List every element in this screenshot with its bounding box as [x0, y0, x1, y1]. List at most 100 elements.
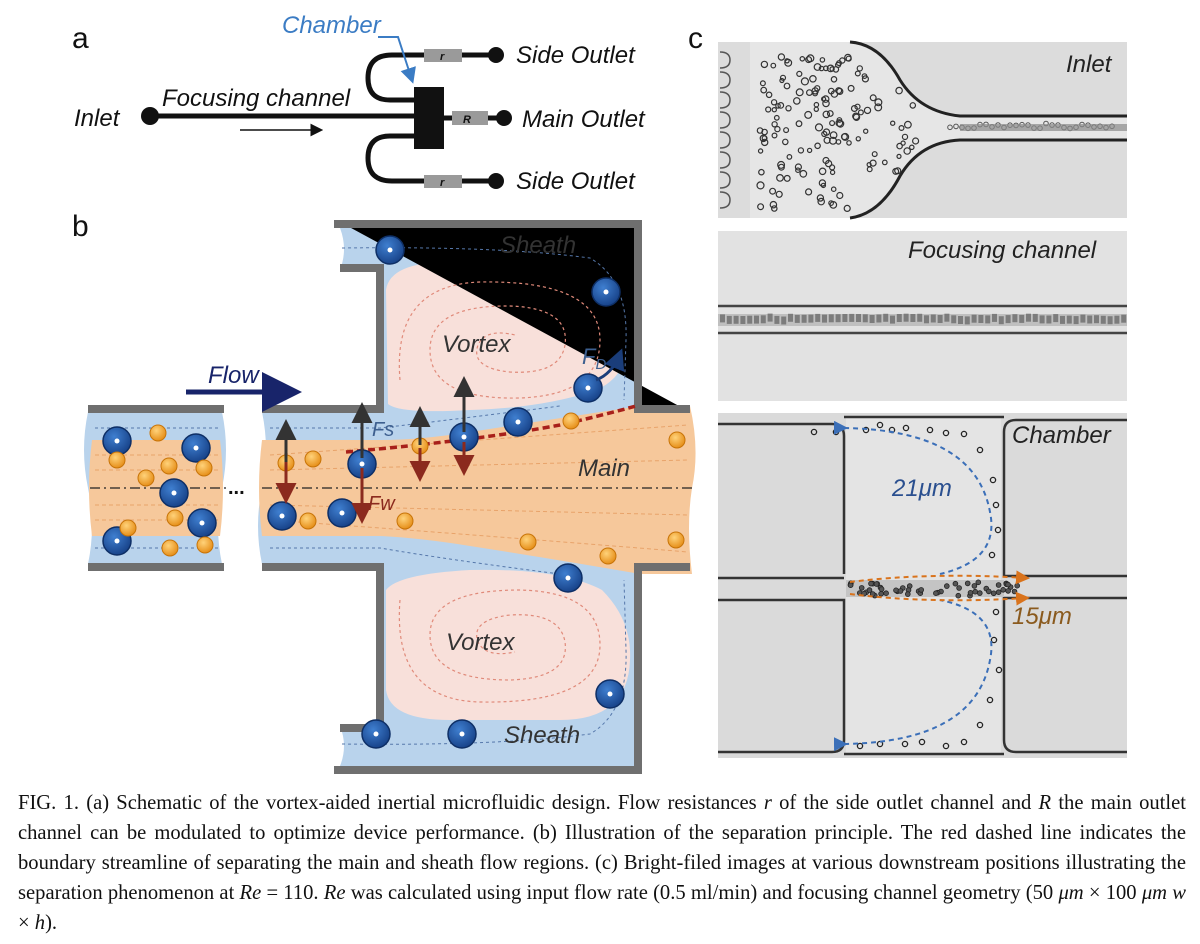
panel-label-b: b	[72, 210, 89, 243]
cell	[926, 426, 934, 434]
cell	[765, 106, 772, 113]
cell	[836, 191, 844, 200]
small-particle	[195, 459, 213, 477]
flow-label: Flow	[208, 362, 260, 389]
cell	[917, 313, 923, 322]
caption-unit-um-2: μm	[1141, 882, 1168, 904]
cell	[794, 314, 800, 323]
large-particle-core	[461, 434, 467, 440]
cell	[804, 110, 813, 119]
cell	[995, 589, 1002, 595]
small-particle	[299, 512, 317, 530]
cell	[828, 314, 834, 323]
vortex-label-bottom: Vortex	[446, 629, 515, 656]
cell	[1121, 314, 1127, 323]
panel-b: b ...	[72, 210, 696, 774]
figure-caption: FIG. 1. (a) Schematic of the vortex-aide…	[18, 788, 1186, 938]
cell	[890, 315, 895, 324]
cell	[841, 132, 850, 141]
fd-label: FD	[582, 344, 606, 373]
cell	[770, 62, 777, 69]
cell	[832, 66, 840, 73]
cell	[1087, 315, 1093, 324]
cell	[818, 65, 825, 72]
cell	[855, 136, 862, 142]
cell	[909, 102, 917, 109]
cell	[814, 123, 824, 132]
micrograph-inlet: Inlet	[718, 40, 1127, 220]
caption-text-2: of the side outlet channel and	[771, 792, 1039, 814]
cell	[788, 313, 793, 322]
cell	[824, 159, 833, 168]
caption-symbol-r: r	[763, 792, 772, 814]
focusing-image-label: Focusing channel	[908, 237, 1097, 264]
inlet-cells	[756, 53, 1115, 212]
cell	[862, 314, 868, 323]
ellipsis-gap: ...	[228, 477, 245, 499]
small-particle	[668, 431, 686, 449]
large-particle-core	[603, 289, 609, 295]
chamber-pointer-arrow	[378, 36, 416, 84]
large-particle-core	[387, 247, 393, 253]
cell	[800, 77, 810, 86]
side-channel-bottom	[365, 133, 430, 184]
caption-symbol-h: h	[34, 912, 46, 934]
panel-c: c Inlet Focusing channel	[688, 22, 1127, 758]
cell	[779, 74, 787, 81]
cell	[822, 99, 830, 108]
side-outlet-top-label: Side Outlet	[516, 42, 636, 69]
caption-text-3: the main outlet channel can be modulated…	[18, 792, 1186, 904]
cell	[933, 590, 939, 596]
chamber-image-label: Chamber	[1012, 422, 1112, 449]
cell	[1114, 315, 1120, 324]
caption-symbol-re-2: Re	[323, 882, 346, 904]
small-particle	[137, 469, 155, 487]
main-label: Main	[578, 455, 630, 482]
cell	[820, 96, 827, 102]
cell	[795, 167, 801, 174]
cell	[863, 106, 872, 115]
cell	[829, 120, 836, 127]
small-particle	[562, 412, 580, 430]
cell	[967, 589, 974, 596]
micrograph-chamber: Chamber 21μm 15μm	[718, 413, 1127, 758]
cell	[904, 120, 912, 129]
cell	[808, 314, 814, 323]
chamber-cells	[810, 421, 1020, 750]
cell	[893, 587, 899, 594]
cell	[976, 721, 984, 729]
small-particle-path-top	[849, 570, 1030, 585]
resistor-label-R: R	[463, 114, 471, 126]
caption-text-8: ×	[18, 912, 35, 934]
cell	[1012, 314, 1018, 323]
cell	[858, 585, 865, 591]
boundary-streamline	[345, 404, 637, 454]
cell	[985, 315, 991, 324]
cell	[765, 91, 773, 99]
cell	[876, 314, 882, 323]
cell	[828, 136, 837, 145]
cell	[1100, 315, 1106, 324]
cell	[846, 140, 852, 146]
sheath-label-top: Sheath	[500, 232, 576, 259]
cell	[720, 314, 725, 323]
cell	[1060, 315, 1065, 324]
caption-text-4: = 110.	[261, 882, 324, 904]
large-particle-core	[339, 510, 345, 516]
large-particle-core	[373, 731, 379, 737]
cell	[900, 140, 906, 146]
focusing-channel-label: Focusing channel	[162, 85, 351, 112]
cell	[844, 53, 852, 62]
cell	[953, 123, 959, 130]
cell	[988, 551, 996, 559]
main-outlet-port	[496, 110, 512, 126]
inlet-image-label: Inlet	[1066, 51, 1113, 78]
cell	[815, 313, 821, 322]
cell	[810, 428, 818, 436]
side-outlet-bottom-label: Side Outlet	[516, 168, 636, 195]
cell	[760, 86, 768, 94]
cell	[820, 182, 827, 189]
cell	[918, 738, 926, 746]
cell	[852, 112, 860, 121]
cell	[849, 313, 855, 322]
